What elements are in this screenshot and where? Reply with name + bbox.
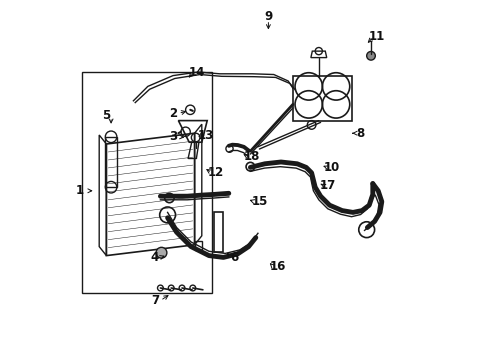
Text: 13: 13 [197,129,214,141]
Text: 18: 18 [244,150,260,163]
Bar [82,72,212,293]
Text: 6: 6 [230,251,238,264]
Text: 16: 16 [269,260,286,273]
Text: 15: 15 [251,195,268,208]
Bar [105,137,117,187]
Text: 5: 5 [102,109,111,122]
Text: 2: 2 [169,107,177,120]
Bar [293,76,352,121]
Circle shape [156,247,167,258]
Circle shape [367,51,375,60]
Text: 11: 11 [368,30,385,42]
Text: 8: 8 [356,127,365,140]
Text: 9: 9 [264,10,272,23]
Bar [196,241,202,250]
Text: 14: 14 [188,66,205,78]
Text: 3: 3 [169,130,177,143]
Text: 7: 7 [151,294,159,307]
Bar [215,212,223,252]
Text: 4: 4 [151,251,159,264]
Text: 1: 1 [76,184,84,197]
Text: 12: 12 [208,166,224,179]
Text: 17: 17 [319,179,336,192]
Text: 10: 10 [323,161,340,174]
